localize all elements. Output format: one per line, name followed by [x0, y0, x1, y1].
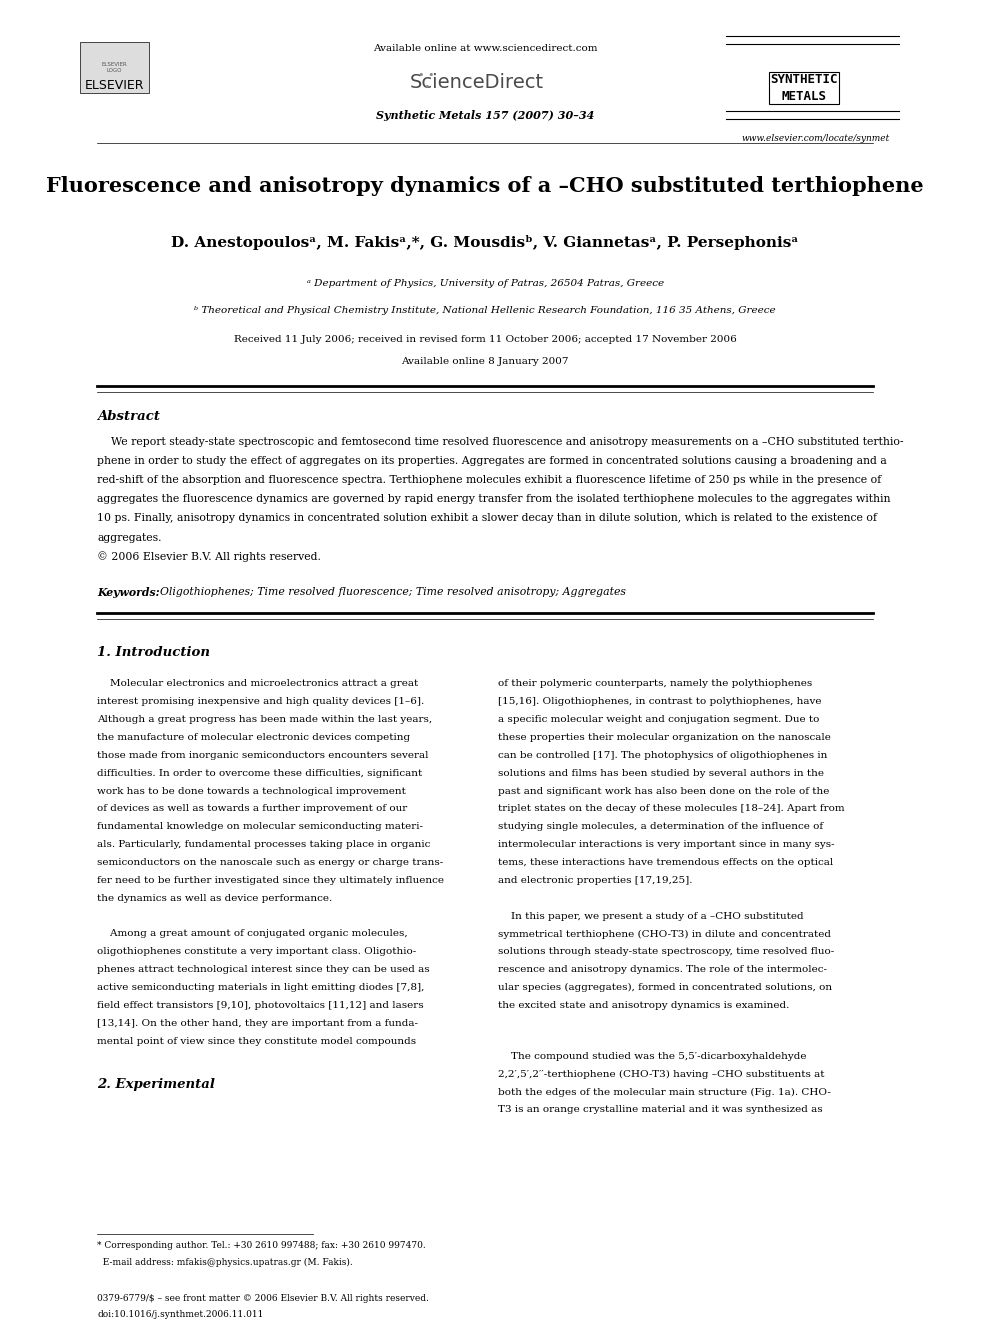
Text: We report steady-state spectroscopic and femtosecond time resolved fluorescence : We report steady-state spectroscopic and…: [97, 437, 904, 447]
Text: solutions and films has been studied by several authors in the: solutions and films has been studied by …: [498, 769, 824, 778]
Text: of their polymeric counterparts, namely the polythiophenes: of their polymeric counterparts, namely …: [498, 680, 812, 688]
Text: 2,2′,5′,2′′-terthiophene (CHO-T3) having –CHO substituents at: 2,2′,5′,2′′-terthiophene (CHO-T3) having…: [498, 1070, 824, 1078]
Text: the manufacture of molecular electronic devices competing: the manufacture of molecular electronic …: [97, 733, 411, 742]
Text: [13,14]. On the other hand, they are important from a funda-: [13,14]. On the other hand, they are imp…: [97, 1019, 419, 1028]
Text: the dynamics as well as device performance.: the dynamics as well as device performan…: [97, 894, 332, 902]
Text: T3 is an orange crystalline material and it was synthesized as: T3 is an orange crystalline material and…: [498, 1106, 822, 1114]
Text: both the edges of the molecular main structure (Fig. 1a). CHO-: both the edges of the molecular main str…: [498, 1088, 831, 1097]
Text: studying single molecules, a determination of the influence of: studying single molecules, a determinati…: [498, 823, 823, 831]
Text: In this paper, we present a study of a –CHO substituted: In this paper, we present a study of a –…: [498, 912, 804, 921]
Text: can be controlled [17]. The photophysics of oligothiophenes in: can be controlled [17]. The photophysics…: [498, 751, 827, 759]
Text: ᵇ Theoretical and Physical Chemistry Institute, National Hellenic Research Found: ᵇ Theoretical and Physical Chemistry Ins…: [194, 306, 776, 315]
Text: field effect transistors [9,10], photovoltaics [11,12] and lasers: field effect transistors [9,10], photovo…: [97, 1002, 425, 1009]
Text: 0379-6779/$ – see front matter © 2006 Elsevier B.V. All rights reserved.: 0379-6779/$ – see front matter © 2006 El…: [97, 1294, 430, 1303]
Text: Fluorescence and anisotropy dynamics of a –CHO substituted terthiophene: Fluorescence and anisotropy dynamics of …: [47, 176, 924, 196]
Text: and electronic properties [17,19,25].: and electronic properties [17,19,25].: [498, 876, 692, 885]
Text: tems, these interactions have tremendous effects on the optical: tems, these interactions have tremendous…: [498, 859, 833, 867]
Text: Synthetic Metals 157 (2007) 30–34: Synthetic Metals 157 (2007) 30–34: [376, 110, 594, 120]
Text: Received 11 July 2006; received in revised form 11 October 2006; accepted 17 Nov: Received 11 July 2006; received in revis…: [234, 335, 736, 344]
Text: difficulties. In order to overcome these difficulties, significant: difficulties. In order to overcome these…: [97, 769, 423, 778]
Text: fer need to be further investigated since they ultimately influence: fer need to be further investigated sinc…: [97, 876, 444, 885]
Text: aggregates the fluorescence dynamics are governed by rapid energy transfer from : aggregates the fluorescence dynamics are…: [97, 495, 891, 504]
Text: active semiconducting materials in light emitting diodes [7,8],: active semiconducting materials in light…: [97, 983, 425, 992]
Text: ᵃ Department of Physics, University of Patras, 26504 Patras, Greece: ᵃ Department of Physics, University of P…: [307, 279, 664, 288]
Text: the excited state and anisotropy dynamics is examined.: the excited state and anisotropy dynamic…: [498, 1002, 790, 1009]
Text: symmetrical terthiophene (CHO-T3) in dilute and concentrated: symmetrical terthiophene (CHO-T3) in dil…: [498, 930, 831, 938]
Text: mental point of view since they constitute model compounds: mental point of view since they constitu…: [97, 1037, 417, 1045]
Text: SYNTHETIC
METALS: SYNTHETIC METALS: [770, 73, 837, 103]
Text: Available online 8 January 2007: Available online 8 January 2007: [402, 357, 568, 366]
Text: these properties their molecular organization on the nanoscale: these properties their molecular organiz…: [498, 733, 831, 742]
Text: ELSEVIER: ELSEVIER: [85, 79, 145, 93]
Text: semiconductors on the nanoscale such as energy or charge trans-: semiconductors on the nanoscale such as …: [97, 859, 443, 867]
Text: D. Anestopoulosᵃ, M. Fakisᵃ,*, G. Mousdisᵇ, V. Giannetasᵃ, P. Persephonisᵃ: D. Anestopoulosᵃ, M. Fakisᵃ,*, G. Mousdi…: [172, 235, 799, 250]
Text: Oligothiophenes; Time resolved fluorescence; Time resolved anisotropy; Aggregate: Oligothiophenes; Time resolved fluoresce…: [160, 587, 626, 597]
Text: 10 ps. Finally, anisotropy dynamics in concentrated solution exhibit a slower de: 10 ps. Finally, anisotropy dynamics in c…: [97, 513, 878, 524]
Text: aggregates.: aggregates.: [97, 533, 162, 542]
Text: Among a great amount of conjugated organic molecules,: Among a great amount of conjugated organ…: [97, 930, 408, 938]
Text: interest promising inexpensive and high quality devices [1–6].: interest promising inexpensive and high …: [97, 697, 425, 706]
Text: rescence and anisotropy dynamics. The role of the intermolec-: rescence and anisotropy dynamics. The ro…: [498, 966, 827, 974]
Text: ScienceDirect: ScienceDirect: [410, 73, 544, 91]
Text: 2. Experimental: 2. Experimental: [97, 1078, 215, 1091]
Text: The compound studied was the 5,5′-dicarboxyhaldehyde: The compound studied was the 5,5′-dicarb…: [498, 1052, 806, 1061]
Text: a specific molecular weight and conjugation segment. Due to: a specific molecular weight and conjugat…: [498, 716, 819, 724]
Text: ELSEVIER
LOGO: ELSEVIER LOGO: [102, 62, 128, 73]
Text: Although a great progress has been made within the last years,: Although a great progress has been made …: [97, 716, 433, 724]
Text: Molecular electronics and microelectronics attract a great: Molecular electronics and microelectroni…: [97, 680, 419, 688]
Text: intermolecular interactions is very important since in many sys-: intermolecular interactions is very impo…: [498, 840, 834, 849]
Text: phenes attract technological interest since they can be used as: phenes attract technological interest si…: [97, 966, 431, 974]
Text: Abstract: Abstract: [97, 410, 161, 423]
Text: ular species (aggregates), formed in concentrated solutions, on: ular species (aggregates), formed in con…: [498, 983, 832, 992]
Text: als. Particularly, fundamental processes taking place in organic: als. Particularly, fundamental processes…: [97, 840, 431, 849]
Text: © 2006 Elsevier B.V. All rights reserved.: © 2006 Elsevier B.V. All rights reserved…: [97, 552, 321, 562]
Text: Keywords:: Keywords:: [97, 587, 168, 598]
Text: phene in order to study the effect of aggregates on its properties. Aggregates a: phene in order to study the effect of ag…: [97, 456, 887, 466]
Text: work has to be done towards a technological improvement: work has to be done towards a technologi…: [97, 787, 407, 795]
Text: solutions through steady-state spectroscopy, time resolved fluo-: solutions through steady-state spectrosc…: [498, 947, 834, 957]
Text: fundamental knowledge on molecular semiconducting materi-: fundamental knowledge on molecular semic…: [97, 823, 424, 831]
Text: • •
•: • • •: [419, 70, 434, 91]
Text: 1. Introduction: 1. Introduction: [97, 647, 210, 659]
Bar: [80, 42, 149, 93]
Text: red-shift of the absorption and fluorescence spectra. Terthiophene molecules exh: red-shift of the absorption and fluoresc…: [97, 475, 882, 486]
Text: oligothiophenes constitute a very important class. Oligothio-: oligothiophenes constitute a very import…: [97, 947, 417, 957]
Text: [15,16]. Oligothiophenes, in contrast to polythiophenes, have: [15,16]. Oligothiophenes, in contrast to…: [498, 697, 821, 706]
Text: * Corresponding author. Tel.: +30 2610 997488; fax: +30 2610 997470.: * Corresponding author. Tel.: +30 2610 9…: [97, 1241, 427, 1250]
Text: past and significant work has also been done on the role of the: past and significant work has also been …: [498, 787, 829, 795]
Text: triplet states on the decay of these molecules [18–24]. Apart from: triplet states on the decay of these mol…: [498, 804, 844, 814]
Text: doi:10.1016/j.synthmet.2006.11.011: doi:10.1016/j.synthmet.2006.11.011: [97, 1310, 264, 1319]
Text: www.elsevier.com/locate/synmet: www.elsevier.com/locate/synmet: [742, 134, 890, 143]
Text: those made from inorganic semiconductors encounters several: those made from inorganic semiconductors…: [97, 751, 429, 759]
Text: Available online at www.sciencedirect.com: Available online at www.sciencedirect.co…: [373, 44, 597, 53]
Text: of devices as well as towards a further improvement of our: of devices as well as towards a further …: [97, 804, 408, 814]
Text: E-mail address: mfakis@physics.upatras.gr (M. Fakis).: E-mail address: mfakis@physics.upatras.g…: [97, 1258, 353, 1267]
